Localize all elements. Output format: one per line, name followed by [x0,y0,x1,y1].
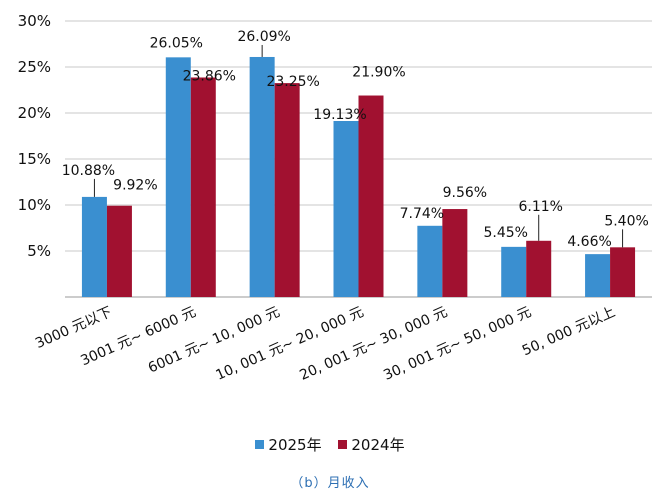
bar-2024年-4 [442,209,468,297]
bar-2024年-5 [526,240,552,297]
legend: 2025年 2024年 [0,434,660,455]
data-label-2024: 23.25% [266,74,319,90]
y-tick-label: 15% [18,150,51,168]
data-label-2024: 9.56% [443,185,487,201]
data-label-2024: 21.90% [352,65,405,81]
y-tick-label: 25% [18,58,51,76]
bar-2025年-0 [81,196,107,297]
bar-2024年-6 [610,247,636,297]
data-label-2025: 26.09% [237,29,290,45]
y-tick-label: 10% [18,196,51,214]
data-label-2025: 7.74% [400,206,444,222]
bar-2024年-1 [190,77,216,297]
legend-label-2024: 2024年 [351,436,405,454]
legend-item-2025: 2025年 [255,434,322,455]
x-tick-label: 30, 001 元~ 50, 000 元 [381,304,534,384]
bar-2024年-2 [274,83,300,297]
figure-caption: （b）月收入 [290,476,370,491]
y-tick-label: 30% [18,12,51,30]
x-tick-label: 10, 001 元~ 20, 000 元 [213,304,366,384]
data-label-2025: 5.45% [483,225,527,241]
data-labels: 10.88%9.92% 26.05% 23.86% 26.09% 23.25% 19.13… [62,29,649,250]
legend-swatch-2025 [255,440,265,449]
bar-2025年-4 [417,225,443,297]
x-tick-label: 20, 001 元~ 30, 000 元 [297,304,450,384]
data-label-2024: 23.86% [183,68,236,84]
bar-chart: 5% 10% 15% 20% 25% 30% 10.88%9.92% 26.05% 23.86… [18,12,652,384]
bar-2024年-0 [106,205,132,297]
x-tick-label: 50, 000 元以上 [520,304,618,359]
bar-2025年-2 [249,56,275,297]
legend-item-2024: 2024年 [338,434,405,455]
bar-2025年-5 [501,246,527,297]
data-label-2025: 4.66% [567,234,611,250]
y-axis-ticks: 5% 10% 15% 20% 25% 30% [18,12,51,260]
bars [81,56,636,298]
data-label-2025: 19.13% [313,107,366,123]
legend-swatch-2024 [338,440,348,449]
bar-2025年-6 [585,254,611,297]
data-label-2025: 26.05% [150,35,203,51]
data-label-2025: 10.88% [62,163,115,179]
legend-label-2025: 2025年 [268,436,322,454]
data-label-2024: 5.40% [604,213,648,229]
bar-2025年-3 [333,121,359,297]
y-tick-label: 5% [27,242,51,260]
bar-2025年-1 [165,57,191,298]
data-label-2024: 9.92% [113,178,157,194]
y-tick-label: 20% [18,104,51,122]
bar-2024年-3 [358,95,384,298]
data-label-2024: 6.11% [518,199,562,215]
